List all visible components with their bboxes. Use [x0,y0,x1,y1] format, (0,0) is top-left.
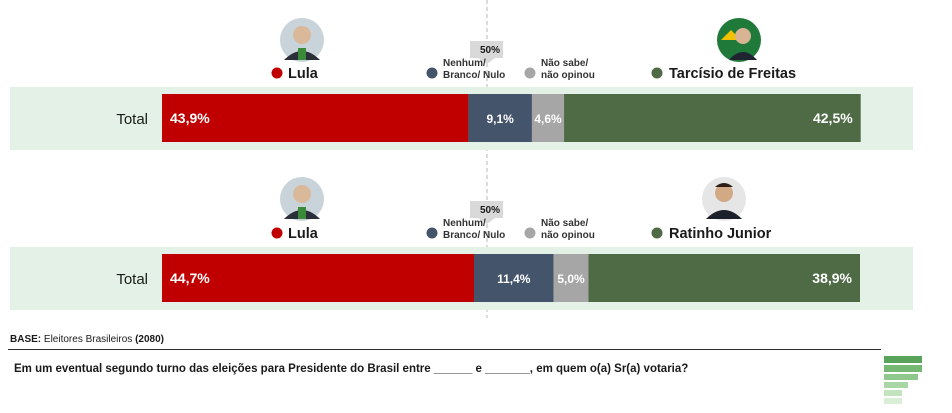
base-n: (2080) [135,334,164,345]
portrait-lula-face [293,26,311,44]
legend-label-dontknow-line1: Não sabe/ [541,218,588,229]
legend-label-none-line1: Nenhum/ [443,218,486,229]
midline-pointer [478,58,495,64]
bar-opponent [564,94,861,142]
question-text: Em um eventual segundo turno das eleiçõe… [14,363,689,375]
bar-dontknow [553,254,589,302]
brand-logo-icon [884,356,922,404]
legend-dot-opponent [651,227,663,239]
data-label: 11,4% [497,272,531,286]
bar-dontknow [531,94,565,142]
legend-label-none-line2: Branco/ Nulo [443,230,505,241]
midline-marker [470,201,503,218]
legend-label-none-line2: Branco/ Nulo [443,70,505,81]
portrait-opponent-hair [715,183,733,187]
data-label: 5,0% [557,272,585,286]
legend-dot-opponent [651,67,663,79]
data-label: 4,6% [534,112,562,126]
midline-marker [470,41,503,58]
portrait-lula-sash [298,48,306,60]
legend-dot-none [426,227,438,239]
data-label: 42,5% [813,110,853,126]
legend-label-opponent: Tarcísio de Freitas [669,66,796,82]
midline-label: 50% [480,205,500,216]
legend-dot-lula [271,67,283,79]
data-label: 38,9% [812,270,852,286]
data-label: 43,9% [170,110,210,126]
legend-label-dontknow-line2: não opinou [541,230,595,241]
portrait-opponent-face [715,184,733,202]
category-label: Total [116,111,148,128]
chart: Total 43,9% 9,1% 4,6% 42,5% 50% Lula Nenhum/Bra… [10,0,913,318]
legend-label-none-line1: Nenhum/ [443,58,486,69]
bar-none [468,94,532,142]
category-label: Total [116,271,148,288]
midline-label: 50% [480,45,500,56]
midline-pointer [478,218,495,224]
legend-label-dontknow-line1: Não sabe/ [541,58,588,69]
legend-dot-dontknow [524,227,536,239]
portrait-opponent-suit [706,210,742,219]
base-note: BASE: Eleitores Brasileiros (2080) [10,334,164,345]
base-text: Eleitores Brasileiros [43,334,133,345]
legend-label-dontknow-line2: não opinou [541,70,595,81]
bar-opponent [588,254,860,302]
legend-dot-none [426,67,438,79]
legend-label-lula: Lula [288,226,319,242]
legend-label-opponent: Ratinho Junior [669,226,772,242]
legend-label-lula: Lula [288,66,319,82]
portrait-opponent-face [735,28,751,44]
bar-lula [162,254,475,302]
legend-dot-dontknow [524,67,536,79]
data-label: 44,7% [170,270,210,286]
legend-dot-lula [271,227,283,239]
portrait-opponent-suit [729,52,757,60]
bar-lula [162,94,469,142]
portrait-lula-sash [298,207,306,219]
data-label: 9,1% [487,112,515,126]
base-label: BASE: [10,334,42,345]
footer-divider [8,349,881,350]
portrait-lula-face [293,185,311,203]
bar-none [474,254,554,302]
